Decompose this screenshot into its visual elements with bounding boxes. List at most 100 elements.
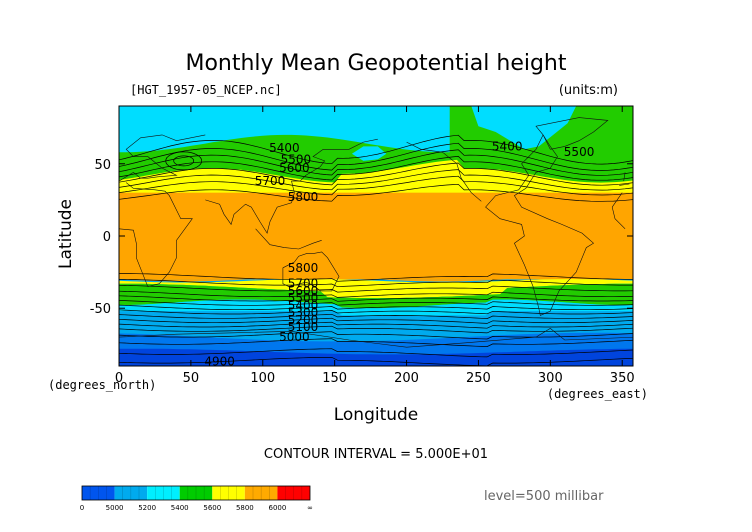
coastlines (119, 117, 633, 348)
coast-greenland-0 (535, 117, 609, 150)
colorbar-label-6: 6000 (269, 504, 287, 512)
x-tick-label-250: 250 (466, 371, 491, 386)
band-sh-4900 (119, 348, 633, 366)
contour-nh-1 (119, 175, 633, 196)
x-tick-label-50: 50 (183, 371, 200, 386)
colorbar-segment-6 (277, 486, 310, 500)
colorbar-label-7: ∞ (307, 504, 313, 512)
colorbar: 0 5000 5200 5400 5600 5800 6000 ∞ (80, 485, 313, 512)
contour-sh-4 (119, 295, 633, 302)
contour-sh-3 (119, 290, 633, 298)
band-sh-5600 (119, 283, 633, 309)
contour-nh-6 (119, 142, 633, 171)
x-unit-label: (degrees_east) (547, 387, 648, 401)
contour-label-3: 5700 (255, 174, 286, 188)
coast-asia-0 (205, 138, 378, 234)
contour-sh-8 (119, 313, 633, 319)
y-unit-label: (degrees_north) (48, 378, 156, 392)
filled-contours (119, 106, 633, 366)
contour-closed-low-inner (173, 155, 195, 167)
contour-nh-4 (119, 156, 633, 181)
contour-sh-7 (119, 309, 633, 315)
contour-label-6: 5700 (288, 277, 319, 291)
colorbar-segment-4 (212, 486, 245, 500)
x-tick-label-300: 300 (538, 371, 563, 386)
y-axis-label: Latitude (56, 199, 76, 269)
units-label: (units:m) (559, 83, 618, 98)
contour-label-10: 5300 (288, 306, 319, 320)
contour-nh-3 (119, 162, 633, 186)
colorbar-segment-0 (82, 486, 115, 500)
colorbar-segment-1 (114, 486, 148, 500)
contour-sh-5 (119, 300, 633, 306)
coast-europe-2 (119, 134, 206, 182)
coast-americas-0 (485, 134, 595, 316)
contour-label-15: 5400 (492, 139, 523, 153)
coast-australia-0 (282, 251, 340, 292)
band-sh-5400 (119, 299, 633, 316)
y-tick-label--50: -50 (90, 302, 111, 317)
band-sh-5800 (119, 279, 633, 299)
contour-nh-7 (119, 134, 633, 165)
colorbar-label-1: 5000 (106, 504, 124, 512)
contour-label-16: 5500 (564, 145, 595, 159)
contour-sh-2 (119, 284, 633, 293)
file-label: [HGT_1957-05_NCEP.nc] (130, 83, 282, 97)
coast-africa-2 (611, 192, 626, 230)
x-tick-label-0: 0 (115, 371, 123, 386)
contour-label-2: 5600 (279, 161, 310, 175)
coast-europe-1 (623, 172, 626, 182)
colorbar-segment-3 (179, 486, 213, 500)
contour-sh-11 (119, 325, 633, 334)
contour-label-8: 5500 (288, 291, 319, 305)
contour-interval-label: CONTOUR INTERVAL = 5.000E+01 (264, 447, 488, 462)
contour-sh-0 (119, 273, 633, 282)
contour-sh-6 (119, 304, 633, 311)
contour-label-14: 4900 (204, 355, 235, 369)
level-label: level=500 millibar (484, 489, 604, 504)
band-nh-5400-east (471, 106, 577, 150)
colorbar-frame (81, 485, 311, 501)
colorbar-label-3: 5400 (171, 504, 189, 512)
contour-label-5: 5800 (288, 261, 319, 275)
contour-nh-2 (119, 169, 633, 191)
chart-title: Monthly Mean Geopotential height (185, 51, 566, 76)
colorbar-label-4: 5600 (203, 504, 221, 512)
contour-sh-1 (119, 279, 633, 288)
coast-north-america-west-0 (406, 141, 482, 202)
contour-label-13: 5000 (279, 330, 310, 344)
colorbar-segment-2 (147, 486, 180, 500)
contour-label-9: 5400 (288, 298, 319, 312)
contour-sh-10 (119, 321, 633, 329)
coast-africa-1 (119, 182, 193, 287)
contour-sh-12 (119, 331, 633, 340)
contour-label-11: 5200 (288, 313, 319, 327)
x-tick-label-200: 200 (394, 371, 419, 386)
colorbar-label-5: 5800 (236, 504, 254, 512)
contour-nh-5 (119, 149, 633, 176)
contour-sh-14 (119, 348, 633, 358)
contour-label-12: 5100 (288, 320, 319, 334)
x-tick-label-150: 150 (322, 371, 347, 386)
x-tick-label-100: 100 (250, 371, 275, 386)
plot-area (119, 106, 633, 366)
coast-antarctica-0 (119, 328, 633, 348)
colorbar-label-0: 0 (80, 504, 84, 512)
x-tick-label-350: 350 (610, 371, 635, 386)
axis-ticks: 0 50 100 150 200 250 300 350 -50 0 50 (90, 106, 635, 386)
contour-label-1: 5500 (281, 152, 312, 166)
y-tick-label-0: 0 (103, 230, 111, 245)
contour-sh-13 (119, 338, 633, 347)
contour-closed-low (165, 151, 203, 171)
colorbar-segment-5 (244, 486, 278, 500)
coast-africa-0 (619, 183, 630, 186)
contour-nh-0 (119, 183, 633, 202)
y-tick-label-50: 50 (94, 158, 111, 173)
contour-sh-9 (119, 317, 633, 324)
contour-label-7: 5600 (288, 284, 319, 298)
contour-lines (119, 134, 633, 366)
contour-labels: 5400550056005700580058005700560055005400… (204, 139, 594, 368)
coast-indonesia-0 (255, 228, 322, 250)
contour-label-0: 5400 (269, 141, 300, 155)
